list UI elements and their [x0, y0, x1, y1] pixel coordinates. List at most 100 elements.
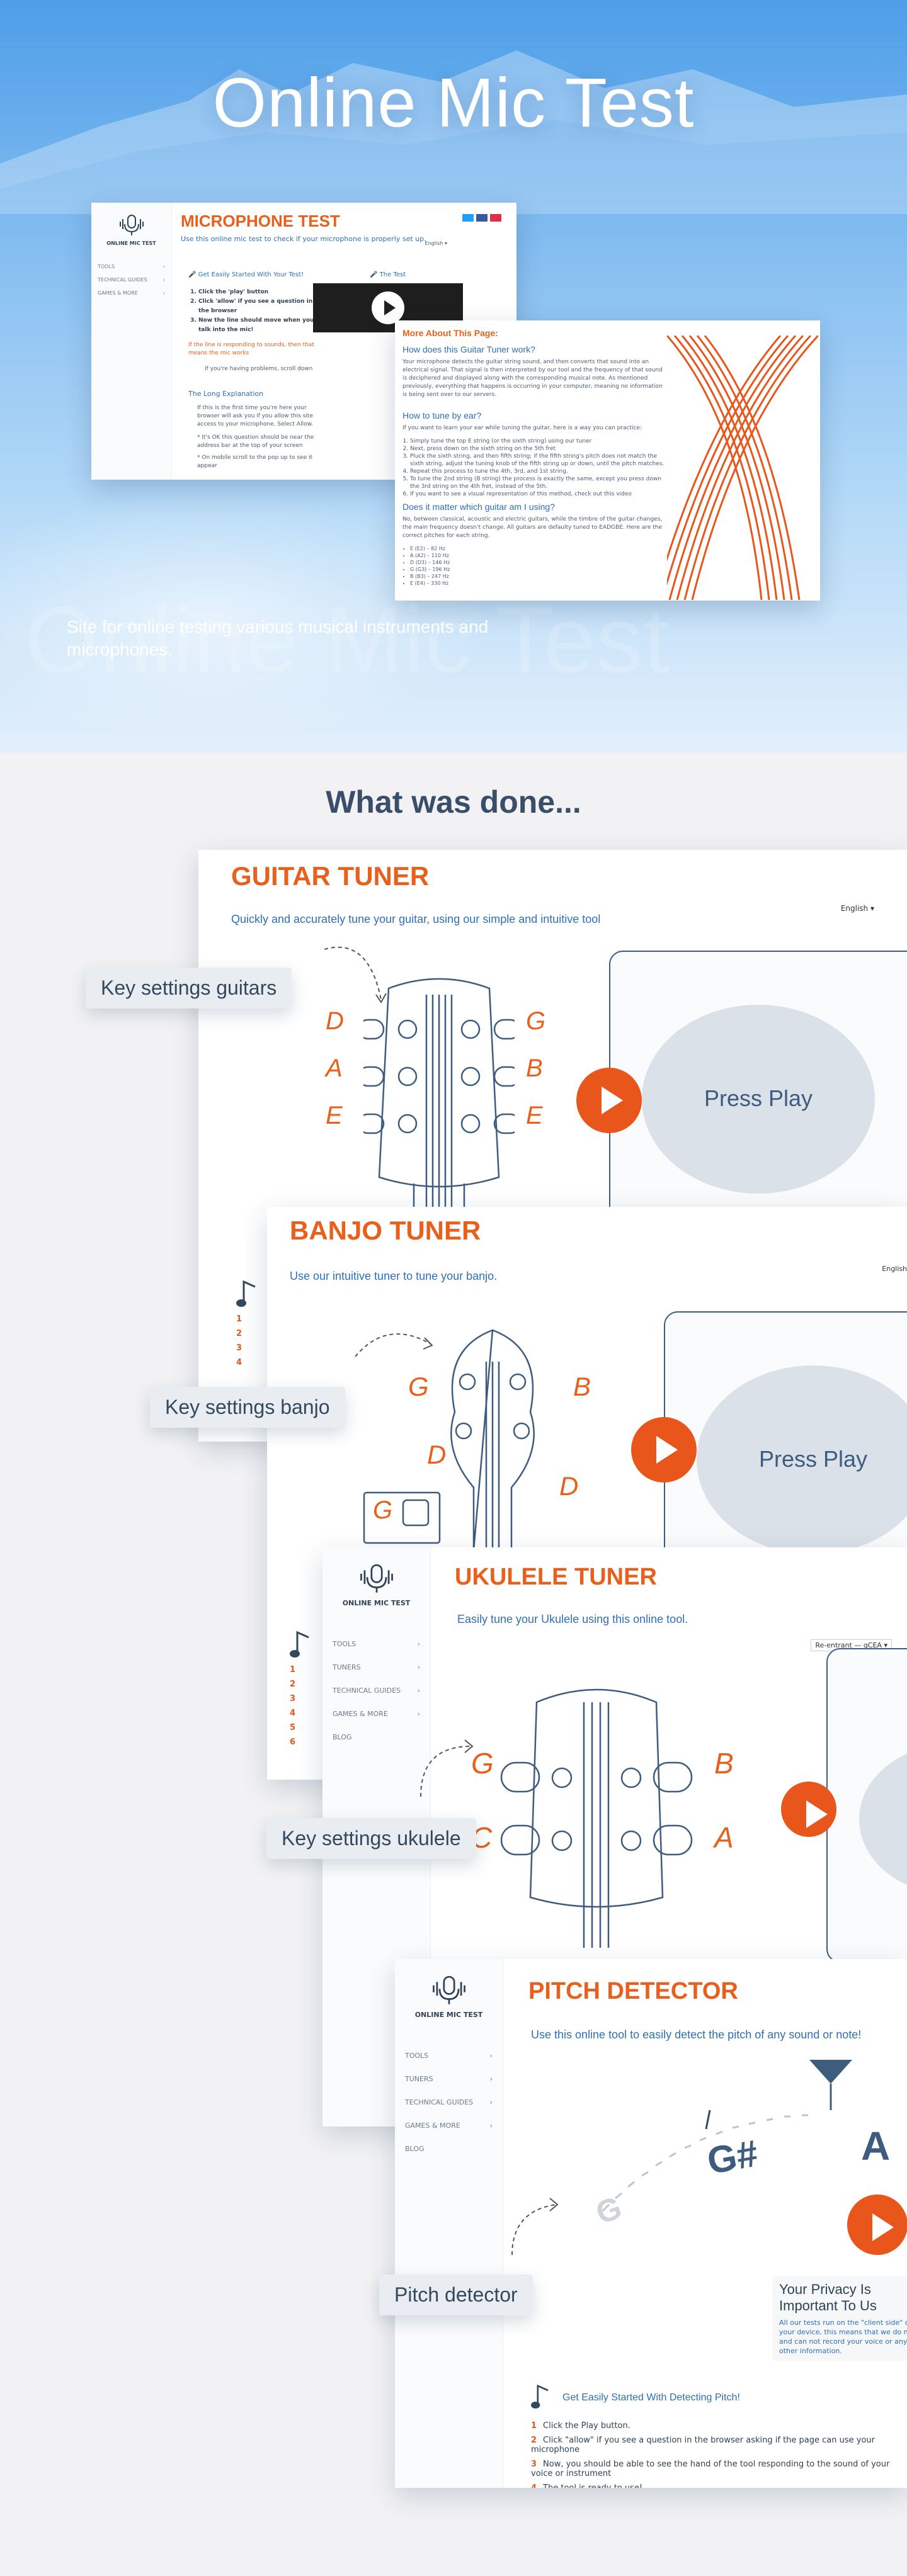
sidebar-item-blog[interactable]: BLOG — [395, 2137, 503, 2161]
tag-key-settings-banjo: Key settings banjo — [150, 1387, 345, 1428]
warning-text: If the line is responding to sounds, the… — [188, 342, 314, 356]
note-label: B — [714, 1747, 734, 1780]
mic-logo-icon — [432, 1975, 465, 2004]
info-heading: How does this Guitar Tuner work? — [402, 344, 535, 354]
step-item: Click the 'play' button — [198, 288, 314, 297]
step-item: 2 — [290, 1680, 296, 1689]
sidebar-item-label: GAMES & MORE — [405, 2121, 460, 2130]
note-label: G — [471, 1747, 494, 1780]
play-button[interactable] — [631, 1417, 697, 1483]
sidebar-item-technical-guides[interactable]: TECHNICAL GUIDES › — [395, 2091, 503, 2114]
chevron-right-icon: › — [489, 2098, 493, 2106]
guitar-strings-illustration — [667, 336, 818, 600]
banjo-headstock-illustration — [450, 1329, 535, 1551]
sidebar-item-technical-guides[interactable]: TECHNICAL GUIDES › — [322, 1679, 430, 1702]
covered-steps: 1 2 3 4 5 6 — [290, 1665, 302, 1752]
facebook-icon[interactable] — [476, 214, 488, 222]
sidebar-item-games[interactable]: GAMES & MORE › — [395, 2114, 503, 2137]
long-explanation-text: If this is the first time you're here yo… — [197, 405, 313, 427]
play-button[interactable] — [576, 1068, 642, 1133]
get-started-heading: 🎤 Get Easily Started With Your Test! — [188, 271, 304, 278]
pinterest-icon[interactable] — [490, 214, 501, 222]
sidebar-item-tools[interactable]: TOOLS › — [322, 1632, 430, 1656]
page-title: MICROPHONE TEST — [181, 212, 340, 230]
logo-text: ONLINE MIC TEST — [414, 2011, 483, 2019]
press-play-area[interactable]: Press Play — [642, 1005, 875, 1194]
mic-logo-icon — [119, 215, 144, 235]
language-select[interactable]: English ▾ — [425, 240, 447, 246]
step-item: 5 — [290, 1723, 296, 1732]
note-label: B — [526, 1054, 543, 1082]
privacy-text: All our tests run on the "client side" o… — [779, 2319, 907, 2355]
sidebar-item-blog[interactable]: BLOG — [322, 1726, 430, 1749]
sidebar-item-tuners[interactable]: TUNERS › — [395, 2067, 503, 2091]
list-item: A (A2) – 110 Hz — [410, 552, 667, 559]
note-label: A — [326, 1054, 343, 1082]
get-started-heading: Get Easily Started With Detecting Pitch! — [562, 2392, 740, 2403]
privacy-box: Your Privacy Is Important To Us All our … — [773, 2276, 907, 2361]
tuning-list: Simply tune the top E string (or the six… — [410, 438, 667, 498]
ukulele-description: Easily tune your Ukulele using this onli… — [457, 1613, 688, 1625]
mic-logo-icon — [360, 1564, 393, 1593]
info-paragraph: No, between classical, acoustic and elec… — [402, 516, 663, 539]
sidebar-item-label: GAMES & MORE — [98, 290, 138, 296]
play-icon[interactable] — [372, 291, 404, 324]
tip-text: If you're having problems, scroll down — [205, 366, 313, 372]
pitch-dial — [602, 2060, 852, 2212]
privacy-heading: Your Privacy Is Important To Us — [779, 2281, 877, 2313]
sidebar-item-label: BLOG — [333, 1733, 352, 1741]
tuner-display — [826, 1648, 907, 1963]
list-item: E (E4) – 330 Hz — [410, 580, 667, 587]
dashed-arrow-icon — [324, 946, 387, 1003]
step-item: 1 — [236, 1314, 242, 1324]
step-item: 3 — [236, 1343, 242, 1353]
press-play-area[interactable] — [859, 1744, 907, 1895]
music-note-icon — [290, 1630, 309, 1658]
banjo-tuner-peg-icon — [363, 1491, 441, 1544]
sidebar-item-tuners[interactable]: TUNERS › — [322, 1656, 430, 1679]
press-play-area[interactable]: Press Play — [697, 1365, 907, 1554]
sidebar-item-games[interactable]: GAMES & MORE › — [322, 1702, 430, 1726]
sidebar-item-tools[interactable]: TOOLS › — [91, 260, 171, 273]
info-heading: How to tune by ear? — [402, 410, 482, 421]
list-item: D (D3) – 146 Hz — [410, 559, 667, 566]
info-title: More About This Page: — [402, 328, 498, 338]
main-content: MICROPHONE TEST Use this online mic test… — [181, 212, 516, 469]
note-label: G — [408, 1372, 429, 1401]
sidebar-item-tools[interactable]: TOOLS › — [395, 2044, 503, 2067]
guitar-headstock-illustration — [363, 978, 515, 1240]
pitch-steps: 1 Click the Play button. 2 Click "allow" i… — [531, 2421, 903, 2488]
sidebar-menu: TOOLS › TUNERS › TECHNICAL GUIDES › GAMES &… — [395, 2044, 503, 2161]
list-item: Next, press down on the sixth string on … — [410, 445, 667, 453]
guitar-description: Quickly and accurately tune your guitar,… — [231, 913, 601, 925]
note-label: E — [326, 1102, 343, 1129]
long-explanation-heading: The Long Explanation — [188, 390, 264, 398]
sidebar: ONLINE MIC TEST TOOLS › TUNERS › TECHNICAL… — [395, 1959, 503, 2488]
dashed-arrow-icon — [511, 2198, 559, 2256]
note-label: G# — [704, 2132, 762, 2183]
language-select[interactable]: English ▾ — [840, 904, 874, 913]
step-item: 6 — [290, 1737, 296, 1747]
twitter-icon[interactable] — [462, 214, 474, 222]
step-item: Now the line should move when you talk i… — [198, 316, 314, 335]
play-button[interactable] — [781, 1782, 836, 1837]
hero-ghost-text: Online Mic Test — [25, 587, 670, 692]
sidebar-item-technical-guides[interactable]: TECHNICAL GUIDES › — [91, 273, 171, 286]
list-item: Simply tune the top E string (or the six… — [410, 438, 667, 445]
get-started: 🎤 Get Easily Started With Your Test! Cli… — [188, 271, 314, 470]
sidebar-menu: TOOLS › TUNERS › TECHNICAL GUIDES › GAMES &… — [322, 1632, 430, 1749]
guitar-title: GUITAR TUNER — [231, 861, 430, 891]
note-label: D — [326, 1007, 344, 1035]
page-description: Use this online mic test to check if you… — [181, 235, 426, 243]
step-item: Click 'allow' if you see a question in t… — [198, 297, 314, 316]
sidebar-item-label: TECHNICAL GUIDES — [98, 277, 147, 283]
note-text: * It's OK this question should be near t… — [197, 434, 314, 449]
language-select[interactable]: English — [882, 1265, 907, 1273]
sidebar-item-label: TOOLS — [333, 1640, 357, 1648]
logo-text: ONLINE MIC TEST — [106, 240, 156, 246]
play-button[interactable] — [847, 2195, 907, 2255]
pitch-list: E (E2) – 82 Hz A (A2) – 110 Hz D (D3) – … — [410, 545, 667, 587]
sidebar-item-label: TECHNICAL GUIDES — [333, 1686, 401, 1695]
chevron-right-icon: › — [489, 2075, 493, 2083]
sidebar-item-games[interactable]: GAMES & MORE › — [91, 286, 171, 300]
